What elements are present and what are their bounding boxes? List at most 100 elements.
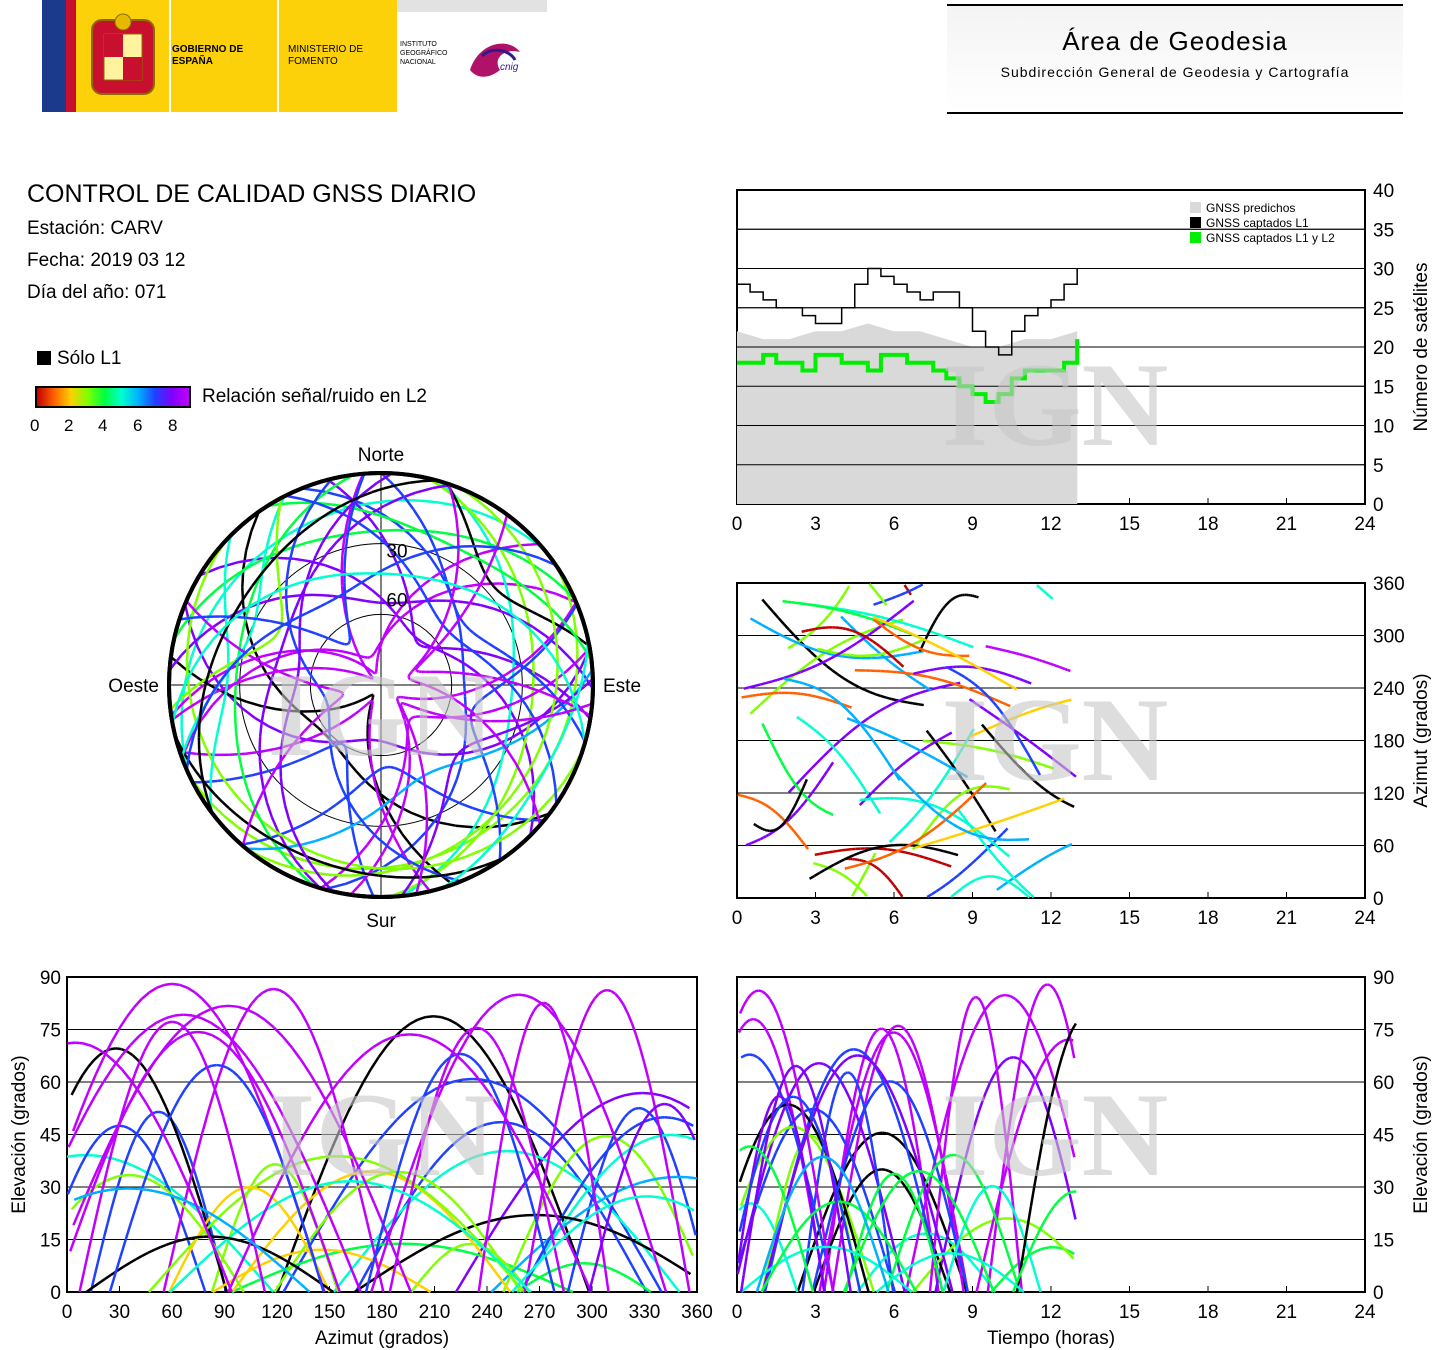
elevation-track [778,1094,782,1098]
elevation-track [762,1025,769,1034]
elev-az-track [227,1034,238,1046]
elevation-track [890,1025,896,1030]
y-tick-label: 240 [1373,679,1405,700]
elevation-track [959,1270,965,1293]
azimuth-track [958,747,964,754]
azimuth-track [829,743,834,748]
elevation-track [898,1139,905,1146]
elev-az-track [262,1080,274,1097]
skyplot-track [397,805,412,814]
elev-az-track [581,1012,588,1024]
elev-az-track [263,1118,272,1133]
elev-az-track [262,1110,273,1132]
azimuth-track [980,808,986,814]
elev-az-track [354,1053,366,1064]
elevation-track [803,1218,809,1225]
elevation-track [995,1067,1001,1084]
elev-az-track [135,1254,143,1261]
azimuth-track [906,673,911,678]
azimuth-track [837,700,843,706]
elev-az-track [527,1136,535,1155]
elev-az-track [290,1188,299,1206]
azimuth-track [989,734,997,741]
elev-az-track [643,1286,649,1291]
skyplot-track [529,631,534,644]
azimuth-track [803,778,808,785]
elev-az-track [98,1048,108,1056]
azimuth-track [1029,740,1035,746]
azimuth-track [924,826,931,832]
azimuth-track [1019,677,1024,682]
elev-az-track [536,1275,542,1281]
elevation-track [901,1134,909,1150]
azimuth-track [1038,783,1045,790]
elevation-track [880,1072,888,1082]
elevation-track [737,1025,744,1034]
azimuth-track [966,795,973,802]
elev-az-track [448,1018,458,1025]
azimuth-track [1048,851,1056,857]
elevation-track [936,1179,943,1186]
elevation-track [784,1100,790,1107]
elev-az-track [641,1107,647,1112]
elev-az-track [291,1227,303,1250]
azimuth-track [778,815,784,820]
azimuth-track [931,817,937,824]
elev-az-track [295,1188,306,1195]
skyplot-track [401,621,408,629]
elev-az-track [667,1103,673,1108]
azimuth-track [979,834,985,839]
azimuth-track [1018,887,1023,892]
elev-az-track [310,1228,319,1239]
skyplot-track [412,630,416,636]
azimuth-track [906,671,912,676]
elevation-track [847,1249,853,1253]
azimuth-track [886,852,893,857]
elev-az-track [497,1047,505,1058]
elev-az-track [144,1101,155,1117]
elevation-track [913,1152,921,1169]
elev-az-track [633,1195,641,1199]
elev-az-track [678,1112,685,1120]
elevation-track [964,1038,972,1053]
azimuth-track [992,826,997,833]
skyplot-track [355,660,363,666]
azimuth-track [872,615,879,621]
elev-az-track [265,1272,275,1279]
elev-az-track [592,1209,601,1216]
elev-az-track [525,994,534,1000]
elev-az-track [678,1134,687,1139]
elev-az-track [99,1236,106,1251]
elev-az-track [153,1083,162,1096]
legend-swatch [1190,202,1201,213]
azimuth-track [840,755,845,761]
elevation-track [1046,1096,1053,1113]
skyplot-track [491,823,511,829]
elevation-track [1035,1066,1043,1078]
elevation-track [904,1186,911,1194]
legend-l1-only: Sólo L1 [37,348,121,370]
elev-az-track [191,1252,198,1267]
elev-az-track [623,1274,629,1279]
elevation-track [753,1189,759,1206]
azimuth-track [933,824,940,830]
azimuth-track [957,773,963,779]
skyplot-track [464,582,482,588]
azimuth-track [1009,753,1015,758]
elev-az-track [299,1011,308,1023]
azimuth-track [812,728,818,733]
elevation-track [959,1229,965,1238]
azimuth-track [848,711,855,718]
y-tick-label: 75 [40,1021,61,1042]
elev-az-track [635,1240,646,1248]
elev-az-track [338,1112,349,1131]
elev-az-track [126,1145,133,1156]
elev-az-track [237,1075,245,1084]
elevation-track [1036,1248,1041,1252]
elevation-track [942,1236,949,1256]
azimuth-track [915,625,922,630]
elev-az-track [519,1104,526,1121]
azimuth-track [911,644,916,648]
azimuth-track [918,854,925,859]
skyplot-track [424,499,439,504]
